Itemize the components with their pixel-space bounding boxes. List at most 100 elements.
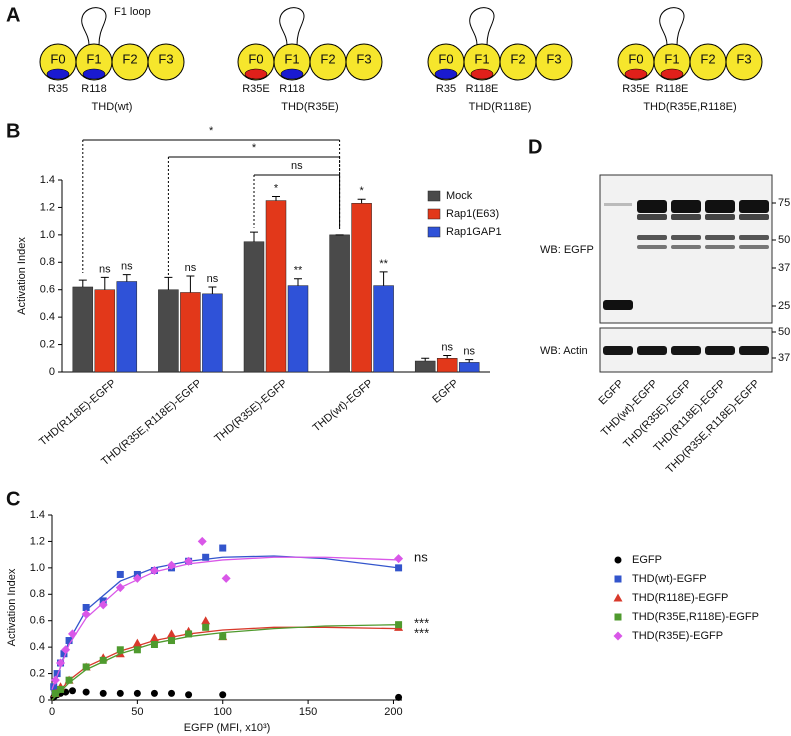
significance: *** — [414, 615, 429, 630]
point — [56, 658, 66, 668]
error-bar — [357, 198, 366, 204]
point — [614, 575, 622, 583]
point — [116, 570, 124, 578]
error-bar — [100, 276, 109, 290]
y-tick-label: 1.0 — [40, 229, 55, 241]
bar — [458, 362, 480, 373]
domain-label: F2 — [510, 51, 525, 66]
point — [82, 688, 90, 696]
band — [739, 235, 769, 240]
band — [705, 235, 735, 240]
bar — [436, 358, 458, 373]
mw-label: 37 — [778, 352, 790, 364]
residue-label: R118E — [466, 83, 499, 95]
bar — [94, 289, 116, 373]
x-tick-label: 0 — [49, 706, 55, 718]
panel-label: D — [528, 136, 542, 158]
bar — [116, 281, 138, 373]
significance: *** — [414, 625, 429, 640]
band — [705, 200, 735, 213]
point — [613, 631, 623, 641]
construct-name: THD(R35E) — [281, 101, 338, 113]
y-tick-label: 0.6 — [40, 284, 55, 296]
mw-label: 75 — [778, 197, 790, 209]
construct-name: THD(wt) — [92, 101, 133, 113]
domain-label: F3 — [356, 51, 371, 66]
domain-label: F3 — [546, 51, 561, 66]
point — [82, 604, 90, 611]
bar — [202, 293, 223, 373]
point — [50, 683, 58, 691]
bar — [414, 360, 436, 373]
error-bar — [421, 357, 430, 362]
residue — [82, 68, 106, 80]
band — [637, 200, 667, 213]
residue — [470, 68, 494, 80]
point — [219, 544, 227, 552]
point — [613, 593, 623, 602]
point — [168, 637, 176, 645]
domain — [725, 43, 763, 81]
point — [185, 691, 193, 699]
blot-label: WB: EGFP — [540, 244, 594, 256]
band — [671, 200, 701, 213]
significance: ns — [441, 341, 453, 353]
point — [98, 600, 108, 610]
point — [133, 689, 141, 697]
error-bar — [186, 275, 195, 293]
x-tick-label: THD(R35E)-EGFP — [212, 377, 289, 445]
bracket-label: ns — [291, 160, 303, 172]
significance: ns — [121, 261, 133, 273]
loop-label: F1 loop — [114, 6, 151, 18]
band — [739, 200, 769, 213]
point — [53, 670, 61, 678]
point — [50, 675, 60, 685]
point — [149, 633, 159, 642]
residue — [244, 68, 268, 80]
domain-label: F1 — [664, 51, 679, 66]
domain-label: F1 — [284, 51, 299, 66]
residue-label: R35 — [48, 83, 68, 95]
error-bar — [250, 231, 258, 242]
legend-swatch — [427, 226, 441, 238]
point — [395, 621, 403, 629]
domain — [345, 43, 383, 81]
x-axis-label: EGFP (MFI, x10³) — [184, 722, 271, 734]
x-tick-label: 100 — [214, 706, 232, 718]
domain — [535, 43, 573, 81]
point — [60, 650, 68, 658]
legend-label: EGFP — [632, 554, 662, 566]
x-tick-label: 150 — [299, 706, 317, 718]
band — [637, 214, 667, 220]
residue — [280, 68, 304, 80]
band — [637, 245, 667, 249]
band — [705, 346, 735, 355]
x-tick-label: THD(wt)-EGFP — [311, 377, 376, 434]
bar — [351, 203, 372, 373]
mw-label: 50 — [778, 234, 790, 246]
significance: ns — [463, 346, 475, 358]
point — [150, 689, 158, 697]
point — [395, 693, 403, 701]
x-tick-label: 200 — [384, 706, 402, 718]
y-tick-label: 0.8 — [30, 588, 45, 600]
y-axis-label: Activation Index — [6, 568, 18, 646]
point — [149, 566, 159, 575]
construct-name: THD(R118E) — [469, 101, 532, 113]
residue-label: R118 — [279, 83, 304, 95]
legend-label: Rap1(E63) — [446, 208, 499, 220]
significance: * — [274, 182, 279, 194]
band — [671, 245, 701, 249]
point — [201, 616, 211, 625]
x-tick-label: 50 — [131, 706, 143, 718]
legend-label: Rap1GAP1 — [446, 226, 502, 238]
error-bar — [294, 278, 302, 286]
point — [394, 554, 404, 564]
bracket-label: * — [209, 125, 214, 137]
band — [637, 235, 667, 240]
domain-label: F2 — [320, 51, 335, 66]
domain-label: F0 — [248, 51, 263, 66]
point — [395, 564, 403, 572]
domain — [147, 43, 185, 81]
point — [81, 609, 91, 619]
